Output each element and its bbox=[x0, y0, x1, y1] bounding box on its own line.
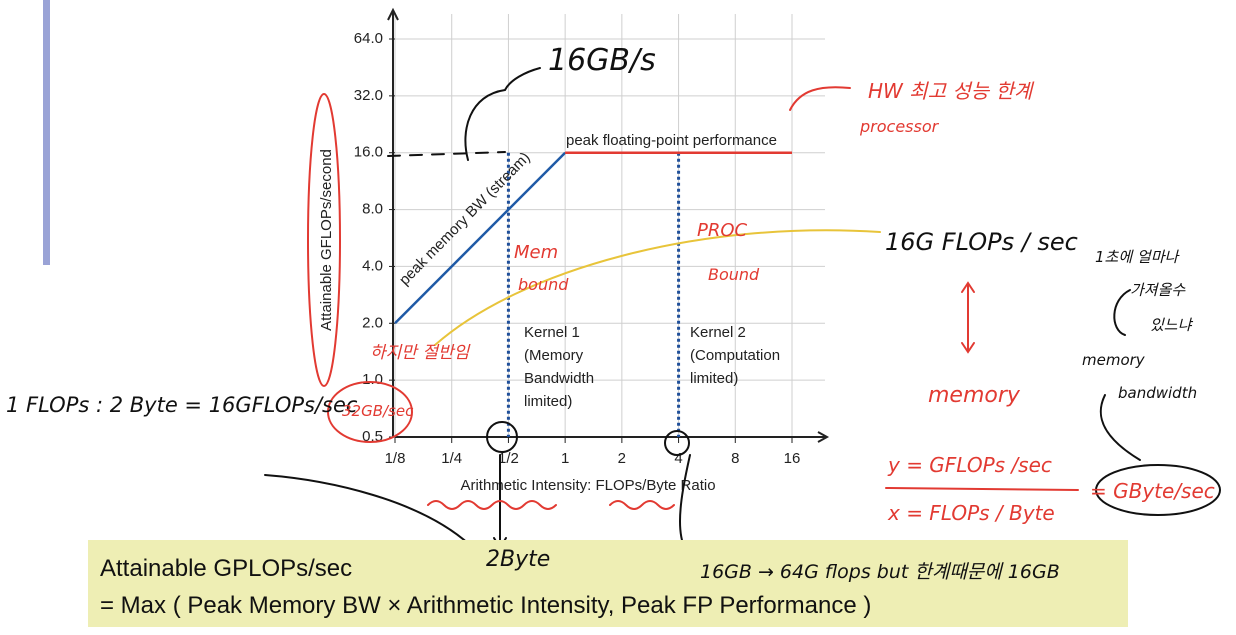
hand-note: Mem bbox=[514, 242, 558, 263]
kernel2-label: (Computation bbox=[690, 347, 780, 364]
side-bar bbox=[43, 0, 50, 265]
hand-arrow bbox=[961, 281, 975, 354]
peak-fp-label: peak floating-point performance bbox=[566, 132, 777, 149]
kernel2-label: limited) bbox=[690, 370, 738, 387]
hand-dash bbox=[387, 151, 506, 157]
hand-note: y = GFLOPs /sec bbox=[887, 453, 1052, 477]
x-tick-label: 1/2 bbox=[498, 450, 519, 467]
hand-note: 32GB/sec bbox=[342, 402, 414, 420]
x-axis-label: Arithmetic Intensity: FLOPs/Byte Ratio bbox=[460, 477, 715, 494]
hand-circle bbox=[1095, 464, 1221, 516]
kernel2-label: Kernel 2 bbox=[690, 324, 746, 341]
formula-line: = Max ( Peak Memory BW × Arithmetic Inte… bbox=[100, 592, 871, 619]
hand-circle bbox=[307, 93, 341, 387]
fraction-line bbox=[885, 487, 1079, 491]
y-tick-label: 8.0 bbox=[362, 201, 383, 218]
kernel1-label: (Memory bbox=[524, 347, 584, 364]
hand-circle bbox=[664, 430, 690, 456]
formula-line: Attainable GPLOPs/sec bbox=[100, 555, 352, 582]
hand-arrow bbox=[464, 67, 541, 161]
series-line bbox=[394, 151, 567, 325]
hand-arrow bbox=[434, 229, 881, 346]
x-tick-label: 1 bbox=[561, 450, 569, 467]
hand-note: PROC bbox=[697, 220, 748, 241]
hand-note: 2Byte bbox=[486, 547, 550, 572]
y-tick-label: 4.0 bbox=[362, 257, 383, 274]
y-axis bbox=[387, 7, 399, 437]
hand-note: 1 FLOPs : 2 Byte = 16GFLOPs/sec bbox=[6, 393, 358, 417]
hand-note: = GByte/sec bbox=[1090, 479, 1215, 503]
y-tick-label: 16.0 bbox=[354, 144, 383, 161]
hand-note: processor bbox=[859, 117, 940, 136]
hand-note: memory bbox=[1082, 351, 1146, 369]
hand-arrow bbox=[1099, 394, 1141, 461]
y-tick-label: 64.0 bbox=[354, 30, 383, 47]
x-tick-label: 8 bbox=[731, 450, 739, 467]
hand-note: Bound bbox=[708, 265, 760, 284]
y-axis-label: Attainable GFLOPs/second bbox=[318, 149, 335, 331]
y-tick-label: 1.0 bbox=[362, 371, 383, 388]
hand-note: 16GB/s bbox=[548, 43, 656, 78]
x-tick-label: 16 bbox=[784, 450, 801, 467]
y-tick-label: 2.0 bbox=[362, 314, 383, 331]
hand-circle bbox=[486, 421, 518, 453]
hand-note: 16G FLOPs / sec bbox=[885, 228, 1078, 256]
hand-arrow bbox=[789, 86, 851, 111]
hand-note: 16GB → 64G flops but 한계때문에 16GB bbox=[700, 561, 1060, 583]
hand-note: 하지만 절반임 bbox=[370, 343, 471, 363]
hand-circle bbox=[327, 381, 413, 443]
x-tick-label: 2 bbox=[618, 450, 626, 467]
hand-note: 있느냐 bbox=[1150, 316, 1194, 334]
hand-underline bbox=[427, 500, 675, 510]
x-tick-label: 1/8 bbox=[385, 450, 406, 467]
x-tick-label: 4 bbox=[674, 450, 682, 467]
hand-note: x = FLOPs / Byte bbox=[887, 501, 1055, 525]
kernel1-label: Bandwidth bbox=[524, 370, 594, 387]
hand-note: 가져올수 bbox=[1130, 281, 1186, 299]
hand-note: bandwidth bbox=[1118, 384, 1197, 402]
hand-note: 1초에 얼마나 bbox=[1095, 248, 1181, 266]
kernel1-label: limited) bbox=[524, 393, 572, 410]
hand-note: memory bbox=[928, 383, 1021, 408]
x-tick-label: 1/4 bbox=[441, 450, 462, 467]
y-tick-label: 32.0 bbox=[354, 87, 383, 104]
kernel1-label: Kernel 1 bbox=[524, 324, 580, 341]
x-axis bbox=[395, 431, 830, 443]
hand-note: bound bbox=[518, 275, 569, 294]
formula-box bbox=[88, 540, 1128, 627]
plot: 1/8 1/4 1/2 1 2 4 8 160.51.02.04.08.016.032.064… bbox=[354, 7, 830, 467]
hand-arrow bbox=[1113, 289, 1131, 336]
hand-arrow bbox=[264, 474, 471, 546]
hand-note: HW 최고 성능 한계 bbox=[868, 79, 1035, 103]
